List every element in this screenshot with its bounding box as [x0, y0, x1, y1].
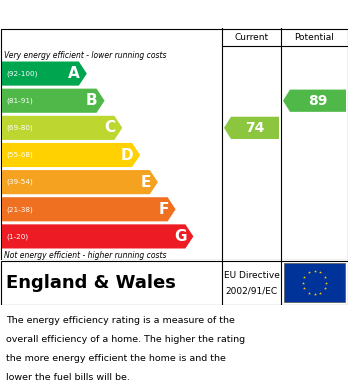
Text: Very energy efficient - lower running costs: Very energy efficient - lower running co… — [4, 50, 166, 59]
Text: Not energy efficient - higher running costs: Not energy efficient - higher running co… — [4, 251, 166, 260]
Polygon shape — [2, 224, 193, 249]
Text: E: E — [141, 175, 151, 190]
Text: (92-100): (92-100) — [6, 70, 37, 77]
Polygon shape — [2, 197, 176, 221]
Text: The energy efficiency rating is a measure of the: The energy efficiency rating is a measur… — [6, 316, 235, 325]
Text: overall efficiency of a home. The higher the rating: overall efficiency of a home. The higher… — [6, 335, 245, 344]
Polygon shape — [2, 116, 122, 140]
Text: 89: 89 — [308, 94, 328, 108]
Text: (21-38): (21-38) — [6, 206, 33, 213]
Text: 74: 74 — [245, 121, 265, 135]
Polygon shape — [2, 61, 87, 86]
Polygon shape — [224, 117, 279, 139]
Text: (1-20): (1-20) — [6, 233, 28, 240]
Text: C: C — [104, 120, 115, 135]
Text: (55-68): (55-68) — [6, 152, 33, 158]
Polygon shape — [283, 90, 346, 112]
Polygon shape — [2, 143, 140, 167]
Text: F: F — [158, 202, 169, 217]
Text: B: B — [86, 93, 97, 108]
Text: the more energy efficient the home is and the: the more energy efficient the home is an… — [6, 354, 226, 363]
Text: EU Directive: EU Directive — [223, 271, 279, 280]
Text: A: A — [68, 66, 80, 81]
Text: England & Wales: England & Wales — [6, 273, 176, 292]
Text: lower the fuel bills will be.: lower the fuel bills will be. — [6, 373, 130, 382]
Text: Current: Current — [235, 32, 269, 41]
Text: (81-91): (81-91) — [6, 97, 33, 104]
Text: Energy Efficiency Rating: Energy Efficiency Rating — [8, 7, 218, 22]
Polygon shape — [2, 89, 104, 113]
Polygon shape — [2, 170, 158, 194]
Text: 2002/91/EC: 2002/91/EC — [226, 287, 278, 296]
Text: D: D — [120, 147, 133, 163]
Bar — [284, 263, 345, 302]
Text: (69-80): (69-80) — [6, 125, 33, 131]
Text: (39-54): (39-54) — [6, 179, 33, 185]
Text: Potential: Potential — [294, 32, 334, 41]
Text: G: G — [174, 229, 187, 244]
